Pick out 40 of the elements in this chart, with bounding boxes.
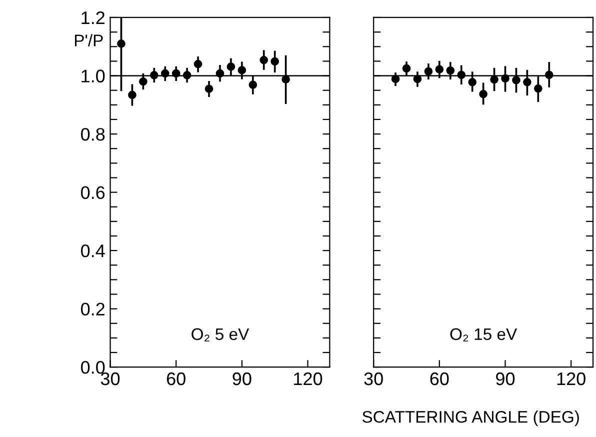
point [446,66,455,75]
x-tick-label: 120 [294,372,322,386]
point [402,64,411,73]
point [490,75,498,84]
x-tick-label: 30 [364,372,383,386]
x-tick-label: 90 [232,372,252,386]
x-tick-label: 90 [496,372,515,386]
point [523,78,532,86]
x-tick-label: 120 [557,372,586,386]
point [512,76,520,84]
point [468,78,476,86]
point [117,40,126,48]
point [479,90,488,98]
y-tick-label: 0.4 [81,244,105,258]
x-axis-title: SCATTERING ANGLE (DEG) [362,410,579,426]
y-tick-label: 0.6 [81,186,105,199]
y-tick-label: 1.0 [82,70,105,82]
y-axis-title: P'/P [74,34,103,46]
x-tick-label: 60 [166,372,186,386]
point [128,90,136,100]
annotation: O₂ 5 eV [192,328,250,342]
point [534,84,542,93]
point [424,67,433,76]
point [204,84,214,94]
y-tick-label: 1.2 [82,11,104,24]
point [238,66,246,74]
point [282,75,290,84]
x-tick-label: 60 [430,372,449,386]
point [435,65,444,74]
point [194,60,202,68]
point [260,56,268,64]
point [248,80,258,89]
annotation: O₂ 15 eV [450,328,518,342]
y-tick-label: 0.2 [81,302,104,316]
y-tick-label: 0.8 [81,128,105,141]
point [270,57,280,66]
x-tick-label: 30 [100,372,120,386]
point [139,77,148,86]
y-tick-label: 0.0 [81,361,105,374]
point [226,62,236,71]
